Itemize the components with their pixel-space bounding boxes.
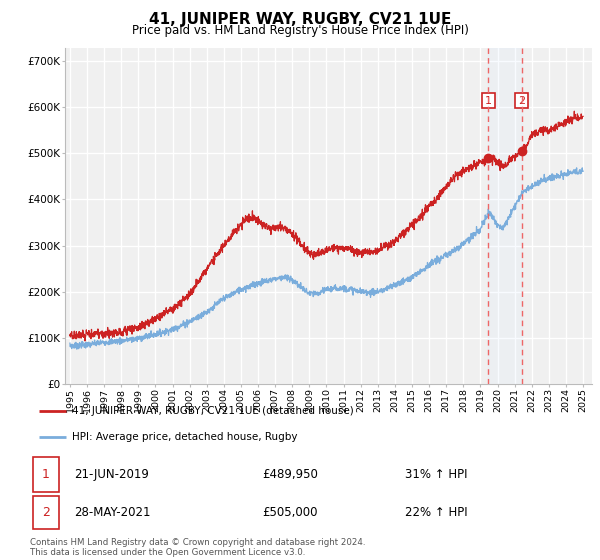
Text: Price paid vs. HM Land Registry's House Price Index (HPI): Price paid vs. HM Land Registry's House … bbox=[131, 24, 469, 37]
Text: £489,950: £489,950 bbox=[262, 468, 318, 481]
Text: HPI: Average price, detached house, Rugby: HPI: Average price, detached house, Rugb… bbox=[71, 432, 297, 442]
FancyBboxPatch shape bbox=[33, 457, 59, 492]
FancyBboxPatch shape bbox=[33, 496, 59, 529]
Text: £505,000: £505,000 bbox=[262, 506, 317, 519]
Text: 1: 1 bbox=[485, 96, 492, 105]
Text: 2: 2 bbox=[42, 506, 50, 519]
Text: 22% ↑ HPI: 22% ↑ HPI bbox=[406, 506, 468, 519]
Text: 41, JUNIPER WAY, RUGBY, CV21 1UE: 41, JUNIPER WAY, RUGBY, CV21 1UE bbox=[149, 12, 451, 27]
Text: Contains HM Land Registry data © Crown copyright and database right 2024.
This d: Contains HM Land Registry data © Crown c… bbox=[30, 538, 365, 557]
Text: 28-MAY-2021: 28-MAY-2021 bbox=[74, 506, 151, 519]
Text: 31% ↑ HPI: 31% ↑ HPI bbox=[406, 468, 468, 481]
Bar bbox=[488, 48, 521, 384]
Text: 21-JUN-2019: 21-JUN-2019 bbox=[74, 468, 149, 481]
Text: 41, JUNIPER WAY, RUGBY, CV21 1UE (detached house): 41, JUNIPER WAY, RUGBY, CV21 1UE (detach… bbox=[71, 407, 353, 416]
Text: 2: 2 bbox=[518, 96, 525, 105]
Text: 1: 1 bbox=[42, 468, 50, 481]
